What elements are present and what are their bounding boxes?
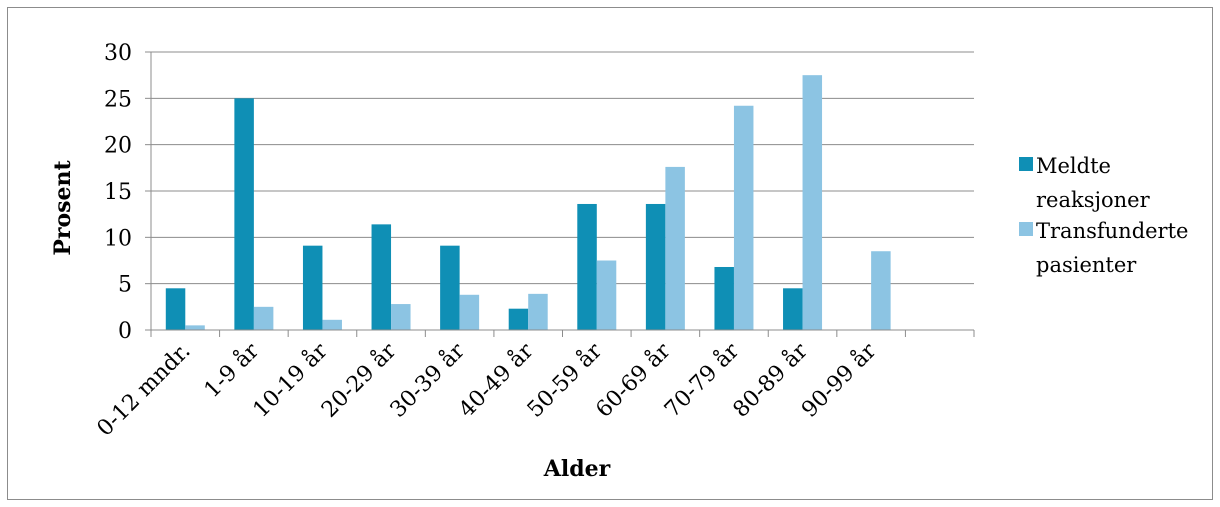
bars — [165, 75, 891, 331]
x-axis-title: Alder — [543, 456, 611, 482]
bar-meldte-reaksjoner — [234, 98, 254, 330]
legend: Meldte reaksjoner Transfunderte pasienter — [1019, 154, 1188, 277]
bar-transfunderte-pasienter — [733, 105, 754, 330]
y-axis-title: Prosent — [50, 159, 76, 255]
bar-meldte-reaksjoner — [577, 203, 597, 330]
bar-transfunderte-pasienter — [871, 251, 891, 330]
legend-label: Meldte — [1036, 154, 1111, 178]
bar-transfunderte-pasienter — [665, 166, 685, 330]
bar-meldte-reaksjoner — [302, 245, 323, 330]
legend-item: Transfunderte pasienter — [1019, 219, 1188, 277]
y-tick-labels: 0 5 10 15 20 25 30 — [104, 41, 132, 344]
bar-transfunderte-pasienter — [391, 304, 411, 330]
bar-meldte-reaksjoner — [440, 245, 460, 330]
x-tick-label: 1-9 år — [198, 337, 264, 403]
bar-transfunderte-pasienter — [459, 294, 480, 330]
x-tick-label: 60-69 år — [590, 337, 676, 423]
legend-label: reaksjoner — [1036, 188, 1151, 212]
legend-item: Meldte reaksjoner — [1019, 154, 1151, 212]
bar-transfunderte-pasienter — [322, 319, 342, 330]
legend-swatch — [1019, 222, 1033, 236]
bar-transfunderte-pasienter — [596, 260, 617, 330]
bar-transfunderte-pasienter — [528, 293, 548, 330]
y-tick-label: 5 — [118, 273, 132, 298]
x-tick-label: 10-19 år — [247, 337, 333, 423]
x-tick-label: 20-29 år — [316, 337, 402, 423]
x-tick-label: 40-49 år — [453, 337, 539, 423]
bar-meldte-reaksjoner — [783, 288, 803, 330]
y-tick-label: 0 — [118, 319, 132, 344]
legend-label: pasienter — [1036, 253, 1137, 277]
gridlines — [151, 51, 974, 285]
x-tick-label: 0-12 mndr. — [93, 339, 196, 442]
bar-transfunderte-pasienter — [802, 75, 823, 331]
bar-meldte-reaksjoner — [714, 266, 734, 330]
x-tick-label: 50-59 år — [521, 337, 607, 423]
y-tick-label: 15 — [104, 180, 132, 205]
x-tick-label: 90-99 år — [796, 337, 882, 423]
x-tick-label: 80-89 år — [727, 337, 813, 423]
bar-meldte-reaksjoner — [645, 203, 666, 330]
x-tick-label: 30-39 år — [384, 337, 470, 423]
y-tick-label: 20 — [104, 134, 132, 159]
bar-transfunderte-pasienter — [185, 325, 205, 330]
chart-frame — [7, 7, 1213, 500]
legend-label: Transfunderte — [1036, 219, 1188, 243]
x-tick-label: 70-79 år — [659, 337, 745, 423]
bar-transfunderte-pasienter — [253, 306, 274, 330]
bar-meldte-reaksjoner — [165, 288, 186, 330]
legend-swatch — [1019, 157, 1033, 171]
bar-meldte-reaksjoner — [371, 224, 392, 330]
bar-meldte-reaksjoner — [508, 308, 529, 330]
y-tick-label: 10 — [104, 226, 132, 251]
axes — [145, 51, 975, 337]
y-tick-label: 25 — [104, 87, 132, 112]
y-tick-label: 30 — [104, 41, 132, 66]
